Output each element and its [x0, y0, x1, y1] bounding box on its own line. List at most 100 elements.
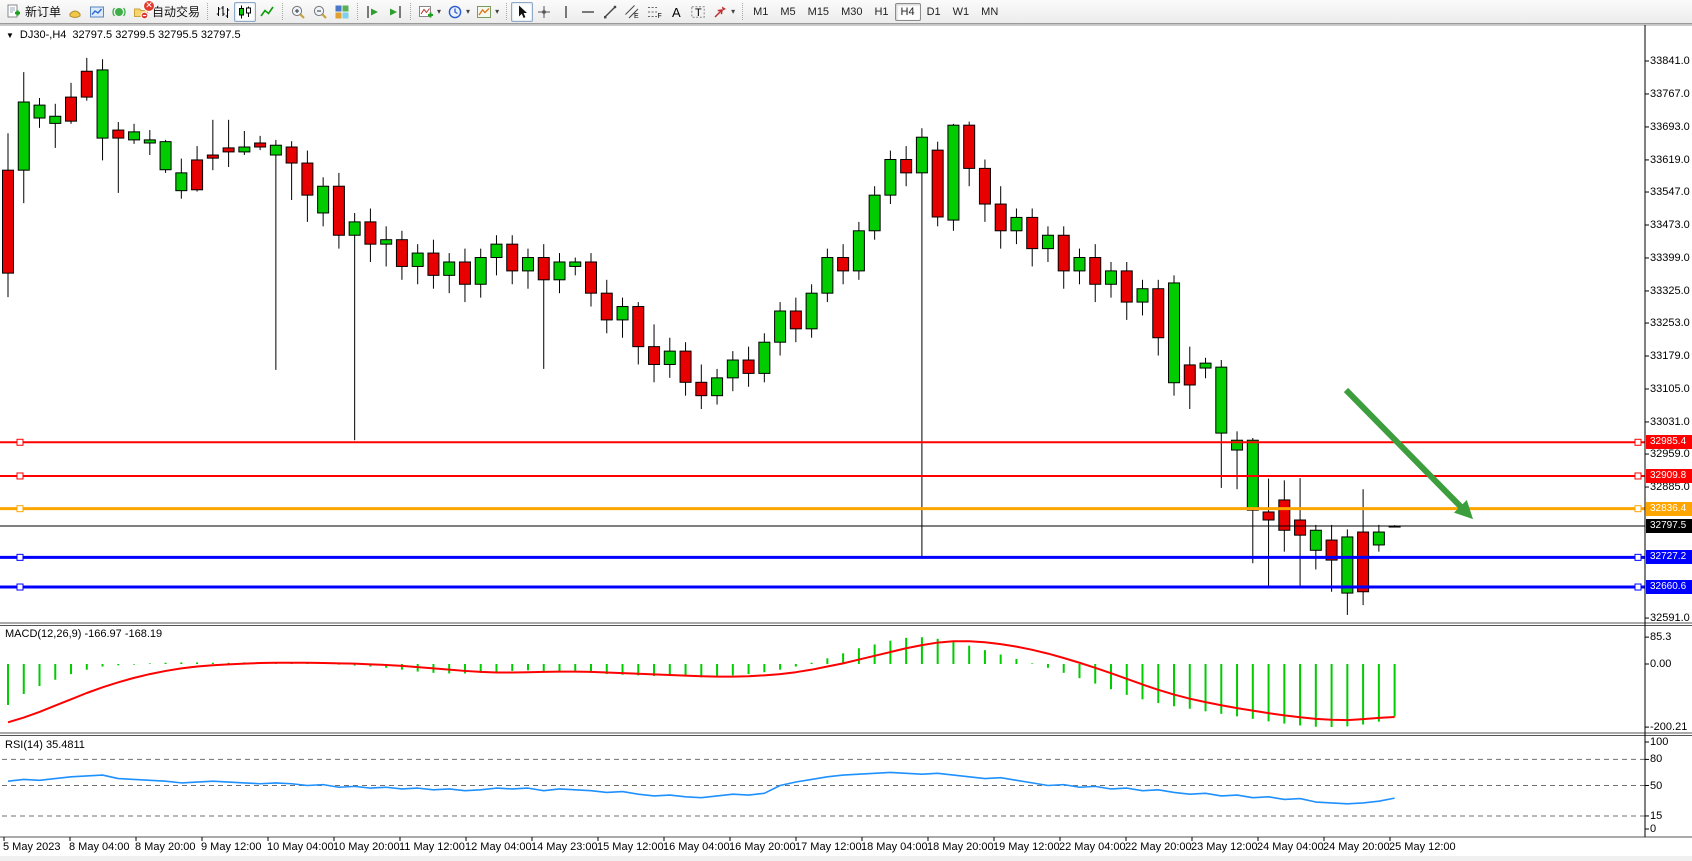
candle-body: [206, 154, 219, 159]
candle-body: [175, 172, 188, 192]
line-handle[interactable]: [16, 553, 24, 561]
svg-text:A: A: [672, 5, 681, 20]
candle-body: [726, 359, 739, 379]
candle-body: [1041, 234, 1054, 250]
timeframe-h4-button[interactable]: H4: [894, 2, 921, 21]
arrows-button[interactable]: ▾: [709, 2, 738, 22]
candle-body: [585, 261, 598, 294]
line-handle[interactable]: [1634, 438, 1642, 446]
time-axis-label: 12 May 04:00: [465, 841, 532, 853]
candle-body: [1183, 364, 1196, 386]
timeframe-m15-button[interactable]: M15: [807, 5, 830, 18]
toolbar-separator: [506, 3, 508, 20]
candle-body: [994, 203, 1007, 232]
chart-menu-arrow-icon[interactable]: ▼: [6, 30, 14, 40]
price-axis-tick-label: 33767.0: [1650, 87, 1690, 100]
fibonacci-button[interactable]: F: [643, 2, 665, 22]
chart-canvas[interactable]: [0, 25, 1692, 856]
line-handle[interactable]: [16, 505, 24, 513]
timeframe-m30-button[interactable]: M30: [841, 5, 863, 18]
periods-button[interactable]: ▾: [444, 2, 473, 22]
time-axis-label: 8 May 04:00: [69, 841, 130, 853]
candle-body: [616, 306, 629, 321]
candle-body: [65, 96, 78, 122]
candle-body: [1136, 288, 1149, 303]
candle-body: [1120, 270, 1133, 303]
ohlc-values: 32797.5 32799.5 32795.5 32797.5: [72, 29, 241, 41]
candle-body: [2, 169, 14, 274]
candlestick-chart-button[interactable]: [234, 1, 257, 22]
fibonacci-icon: F: [646, 4, 662, 20]
candle-body: [711, 377, 724, 397]
trend-arrow-annotation[interactable]: [1343, 387, 1469, 515]
line-chart-button[interactable]: [256, 2, 278, 22]
text-button[interactable]: A: [665, 2, 687, 22]
auto-trading-icon: ✕: [133, 0, 156, 20]
time-axis-label: 23 May 12:00: [1191, 841, 1258, 853]
timeframe-w1-button[interactable]: W1: [952, 5, 970, 18]
tile-windows-button[interactable]: [331, 2, 353, 22]
price-axis-tick-label: 33399.0: [1650, 251, 1690, 264]
zoom-out-button[interactable]: [309, 2, 331, 22]
toolbar: 新订单 ✕ 自动交易 ▾ ▾ ▾ E F A T ▾ M1 M5 M15 M30 H1 H4 D1 W1 MN: [0, 0, 1692, 24]
text-label-button[interactable]: T: [687, 2, 709, 22]
candle-body: [1089, 257, 1102, 285]
candle-body: [1325, 539, 1338, 561]
new-order-button[interactable]: 新订单: [3, 2, 64, 22]
cursor-button[interactable]: [511, 1, 534, 22]
crosshair-button[interactable]: [533, 2, 555, 22]
price-level-tag: 32660.6: [1646, 580, 1692, 595]
candle-body: [332, 185, 345, 236]
new-order-icon: [6, 4, 22, 20]
line-handle[interactable]: [1634, 472, 1642, 480]
symbol-period-label: DJ30-,H4: [19, 29, 67, 41]
line-handle[interactable]: [16, 472, 24, 480]
candle-body: [380, 239, 393, 245]
line-handle[interactable]: [16, 438, 24, 446]
time-axis-label: 15 May 12:00: [597, 841, 664, 853]
bar-chart-button[interactable]: [212, 2, 234, 22]
timeframe-h1-button[interactable]: H1: [874, 5, 889, 18]
trendline-button[interactable]: [599, 2, 621, 22]
price-axis-tick-label: 33547.0: [1650, 186, 1690, 199]
candle-body: [1057, 234, 1070, 272]
timeframe-m1-button[interactable]: M1: [753, 5, 769, 18]
candle-body: [112, 129, 125, 139]
candle-body: [1026, 216, 1039, 250]
candle-body: [317, 185, 330, 214]
line-handle[interactable]: [1634, 583, 1642, 591]
candle-body: [458, 261, 471, 285]
price-level-tag: 32727.2: [1646, 550, 1692, 565]
candle-body: [805, 292, 818, 330]
chart-profiles-button[interactable]: [86, 2, 108, 22]
horizontal-line-button[interactable]: [577, 2, 599, 22]
candle-body: [742, 359, 755, 374]
timeframe-mn-button[interactable]: MN: [981, 5, 999, 18]
styles-icon: [67, 4, 83, 20]
time-axis-label: 10 May 20:00: [333, 841, 400, 853]
time-axis-label: 16 May 20:00: [729, 841, 796, 853]
equidistant-channel-button[interactable]: E: [621, 2, 643, 22]
indicators-button[interactable]: ▾: [415, 2, 444, 22]
timeframe-m5-button[interactable]: M5: [780, 5, 796, 18]
vertical-line-button[interactable]: [555, 2, 577, 22]
periods-icon: [447, 4, 463, 20]
rsi-axis-label: 100: [1650, 736, 1669, 748]
candle-body: [1294, 519, 1307, 536]
auto-scroll-button[interactable]: [384, 2, 406, 22]
time-axis-label: 10 May 04:00: [267, 841, 334, 853]
candle-body: [789, 310, 802, 330]
line-handle[interactable]: [1634, 553, 1642, 561]
styles-button[interactable]: [64, 2, 86, 22]
line-handle[interactable]: [16, 583, 24, 591]
zoom-in-button[interactable]: [287, 2, 309, 22]
signals-button[interactable]: [108, 2, 130, 22]
price-level-tag: 32909.8: [1646, 468, 1692, 483]
line-handle[interactable]: [1634, 505, 1642, 513]
timeframe-d1-button[interactable]: D1: [926, 5, 941, 18]
templates-button[interactable]: ▾: [473, 2, 502, 22]
candle-body: [774, 310, 787, 343]
chart-shift-button[interactable]: [362, 2, 384, 22]
auto-trading-button[interactable]: ✕ 自动交易: [130, 0, 203, 22]
